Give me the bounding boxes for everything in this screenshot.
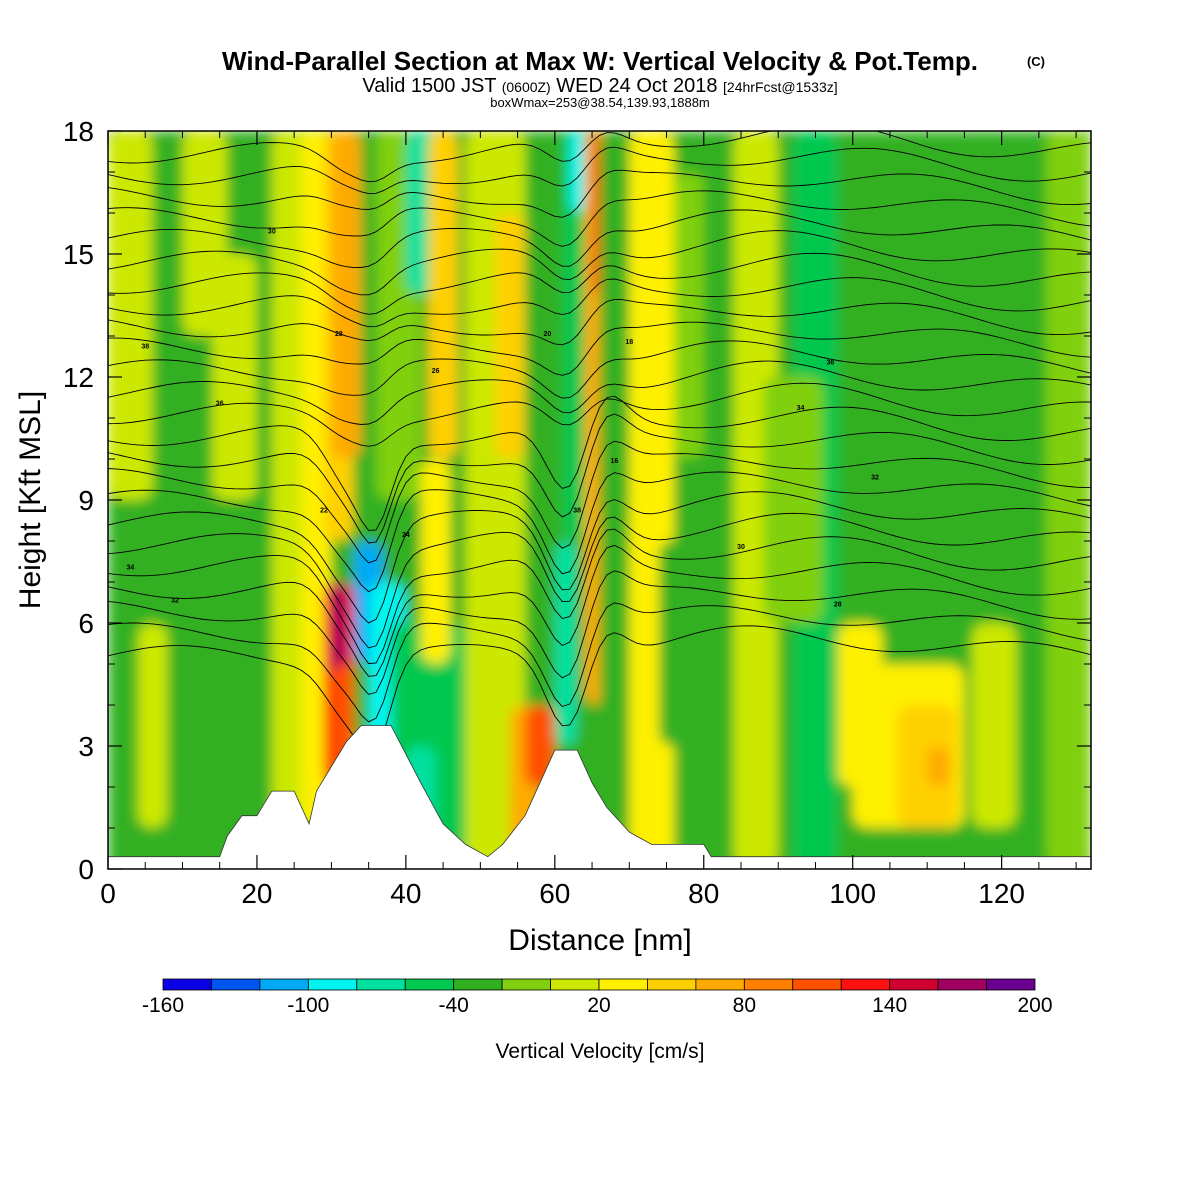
colorbar-swatch (937, 978, 987, 991)
subtitle-main: Valid 1500 JST (362, 75, 496, 97)
contour-label: 34 (797, 405, 805, 412)
y-tick-label: 3 (78, 731, 94, 762)
y-tick-label: 0 (78, 854, 94, 885)
colorbar-swatch (647, 978, 697, 991)
x-tick-label: 20 (241, 878, 272, 909)
colorbar-tick-label: -160 (142, 994, 184, 1017)
x-axis-ticks: 0 20 40 60 80 100 120 (100, 131, 1077, 909)
colorbar-swatch (840, 978, 891, 991)
subtitle-utc: (0600Z) (502, 79, 551, 95)
contour-label: 22 (320, 507, 328, 514)
contour-label: 36 (216, 401, 224, 408)
contour-label: 28 (335, 331, 343, 338)
subtitle-date: WED 24 Oct 2018 (556, 75, 717, 97)
contour-label: 24 (402, 532, 410, 539)
colorbar-swatch (501, 978, 551, 991)
x-tick-label: 0 (100, 878, 116, 909)
x-tick-label: 120 (978, 878, 1025, 909)
colorbar-swatch (792, 978, 842, 991)
terrain-profile (108, 725, 1091, 869)
potential-temperature-contours: 38 36 34 32 30 28 26 24 22 20 18 16 38 36 34 32 30 28 (108, 131, 1091, 755)
y-tick-label: 6 (78, 608, 94, 639)
contour-label: 26 (432, 368, 440, 375)
x-tick-label: 80 (688, 878, 719, 909)
contour-label: 32 (171, 598, 179, 605)
contour-label: 28 (834, 602, 842, 609)
y-tick-label: 18 (63, 116, 94, 147)
copyright-mark: (C) (1027, 54, 1045, 69)
contour-label: 32 (871, 475, 879, 482)
contour-label: 36 (826, 360, 834, 367)
x-tick-label: 60 (539, 878, 570, 909)
colorbar-swatch (743, 978, 794, 991)
contour-label: 16 (610, 458, 618, 465)
contour-label: 30 (737, 544, 745, 551)
x-tick-label: 100 (829, 878, 876, 909)
colorbar-swatch (356, 978, 406, 991)
colorbar-swatch (162, 978, 212, 991)
colorbar-tick-label: 20 (587, 994, 610, 1017)
y-axis-label: Height [Kft MSL] (14, 391, 47, 609)
subtitle-box: boxWmax=253@38.54,139.93,1888m (490, 95, 710, 110)
velocity-field (108, 131, 1091, 869)
colorbar-swatch (695, 978, 745, 991)
contour-label: 34 (126, 565, 134, 572)
subtitle-fcst: [24hrFcst@1533z] (723, 79, 838, 95)
colorbar-swatch (307, 978, 358, 991)
colorbar-swatch (889, 978, 939, 991)
colorbar-tick-label: 140 (872, 994, 907, 1017)
x-tick-label: 40 (390, 878, 421, 909)
contour-label: 38 (141, 343, 149, 350)
y-tick-label: 9 (78, 485, 94, 516)
terrain (108, 725, 1091, 869)
chart-subtitle: Valid 1500 JST (0600Z) WED 24 Oct 2018 [… (362, 75, 837, 97)
chart-title: Wind-Parallel Section at Max W: Vertical… (222, 46, 978, 76)
colorbar-tick-label: 80 (733, 994, 756, 1017)
colorbar: -160 -100 -40 20 80 140 200 (142, 978, 1053, 1017)
colorbar-tick-label: -100 (287, 994, 329, 1017)
colorbar-tick-label: -40 (438, 994, 468, 1017)
y-tick-label: 12 (63, 362, 94, 393)
colorbar-swatch (550, 978, 600, 991)
colorbar-swatch (211, 978, 261, 991)
colorbar-swatch (259, 978, 309, 991)
colorbar-swatch (986, 978, 1036, 991)
colorbar-swatch (598, 978, 648, 991)
colorbar-swatch (453, 978, 503, 991)
colorbar-label: Vertical Velocity [cm/s] (496, 1040, 705, 1063)
contour-label: 38 (573, 507, 581, 514)
y-tick-label: 15 (63, 239, 94, 270)
contour-label: 30 (268, 229, 276, 236)
colorbar-swatch (404, 978, 455, 991)
contour-label: 18 (625, 339, 633, 346)
x-axis-label: Distance [nm] (508, 924, 691, 957)
colorbar-tick-label: 200 (1017, 994, 1052, 1017)
contour-label: 20 (543, 331, 551, 338)
